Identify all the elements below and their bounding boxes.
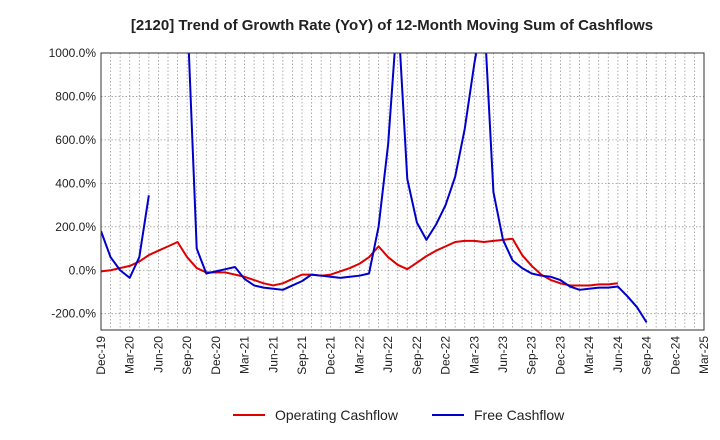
x-tick-label: Sep-23 — [525, 336, 539, 375]
y-tick-label: 0.0% — [69, 263, 97, 277]
x-tick-label: Dec-21 — [324, 336, 338, 375]
x-tick-label: Sep-22 — [410, 336, 424, 375]
x-tick-label: Jun-24 — [611, 336, 625, 373]
x-tick-label: Dec-23 — [553, 336, 567, 375]
legend: Operating Cashflow Free Cashflow — [233, 407, 565, 423]
x-tick-label: Jun-20 — [151, 336, 165, 373]
y-tick-label: -200.0% — [51, 307, 96, 321]
y-tick-label: 600.0% — [55, 133, 96, 147]
x-tick-label: Jun-21 — [266, 336, 280, 373]
plot-series — [101, 53, 648, 323]
chart-title: [2120] Trend of Growth Rate (YoY) of 12-… — [131, 17, 653, 34]
series-line-free-cashflow — [101, 53, 648, 323]
legend-label: Free Cashflow — [474, 407, 565, 423]
x-tick-label: Mar-25 — [697, 336, 711, 374]
x-tick-label: Mar-21 — [238, 336, 252, 374]
y-tick-label: 1000.0% — [49, 46, 97, 60]
x-tick-label: Mar-20 — [123, 336, 137, 374]
x-tick-label: Sep-24 — [640, 336, 654, 375]
x-tick-label: Dec-19 — [94, 336, 108, 375]
x-tick-label: Jun-22 — [381, 336, 395, 373]
y-axis-ticks: -200.0% 0.0% 200.0% 400.0% 600.0% 800.0% 1000.… — [49, 46, 97, 321]
x-tick-label: Dec-24 — [668, 336, 682, 375]
x-tick-label: Sep-20 — [180, 336, 194, 375]
x-tick-label: Sep-21 — [295, 336, 309, 375]
x-tick-label: Dec-20 — [209, 336, 223, 375]
x-tick-label: Mar-24 — [582, 336, 596, 374]
legend-label: Operating Cashflow — [275, 407, 399, 423]
x-tick-label: Mar-22 — [352, 336, 366, 374]
x-tick-label: Mar-23 — [467, 336, 481, 374]
y-tick-label: 400.0% — [55, 176, 96, 190]
y-tick-label: 200.0% — [55, 220, 96, 234]
x-tick-label: Dec-22 — [439, 336, 453, 375]
plot-frame — [100, 52, 705, 331]
x-axis-ticks: Dec-19 Mar-20 Jun-20 Sep-20 Dec-20 Mar-21 Jun-… — [94, 336, 711, 375]
y-tick-label: 800.0% — [55, 89, 96, 103]
x-tick-label: Jun-23 — [496, 336, 510, 373]
series-group — [101, 53, 648, 323]
series-line-operating-cashflow — [101, 237, 618, 287]
